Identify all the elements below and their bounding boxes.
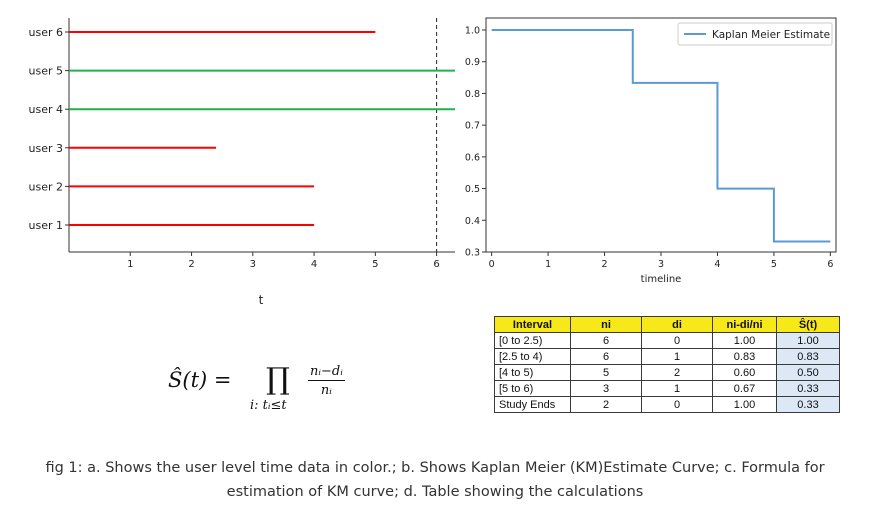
x-tick-label: 3 xyxy=(658,259,664,270)
formula-lhs: Ŝ(t) = xyxy=(168,368,232,392)
cell-ni: 5 xyxy=(570,364,642,381)
x-tick-label: 2 xyxy=(602,259,608,270)
cell-ni: 6 xyxy=(570,332,642,349)
user-label: user 3 xyxy=(29,142,64,155)
cell-ni: 2 xyxy=(570,396,642,413)
formula-numerator: nᵢ−dᵢ xyxy=(308,364,345,381)
x-tick-label: 5 xyxy=(771,259,777,270)
user-label: user 6 xyxy=(29,26,64,39)
formula-denominator: nᵢ xyxy=(320,383,332,398)
header-survival: Ŝ(t) xyxy=(776,316,840,333)
header-ratio: ni-di/ni xyxy=(712,316,777,333)
timeline-x-axis-label: t xyxy=(259,293,264,307)
x-tick-label: 5 xyxy=(372,259,378,270)
header-interval: Interval xyxy=(494,316,571,333)
formula-product-symbol: ∏ xyxy=(266,362,290,397)
formula-fraction: nᵢ−dᵢ nᵢ xyxy=(308,364,345,398)
km-calculation-table: Interval ni di ni-di/ni Ŝ(t) [0 to 2.5) … xyxy=(494,316,840,413)
table-header-row: Interval ni di ni-di/ni Ŝ(t) xyxy=(494,316,840,333)
km-plot-frame xyxy=(485,17,837,253)
cell-ni: 6 xyxy=(570,348,642,365)
user-label: user 2 xyxy=(29,180,64,193)
x-tick-label: 6 xyxy=(433,259,439,270)
cell-di: 0 xyxy=(641,332,713,349)
km-step-series xyxy=(491,29,831,243)
header-di: di xyxy=(641,316,713,333)
caption-line-2: estimation of KM curve; d. Table showing… xyxy=(226,484,644,500)
cell-interval: [0 to 2.5) xyxy=(494,332,571,349)
formula-subscript: i: tᵢ≤t xyxy=(250,398,287,413)
cell-di: 1 xyxy=(641,348,713,365)
table-row: Study Ends 2 0 1.00 0.33 xyxy=(494,396,840,413)
figure-caption: fig 1: a. Shows the user level time data… xyxy=(0,456,870,504)
km-formula: Ŝ(t) = ∏ i: tᵢ≤t nᵢ−dᵢ nᵢ xyxy=(168,360,398,430)
km-x-ticks: 0 1 2 3 4 5 6 xyxy=(489,252,833,270)
cell-ratio: 0.83 xyxy=(712,348,777,365)
table-row: [5 to 6) 3 1 0.67 0.33 xyxy=(494,380,840,397)
user-label: user 5 xyxy=(29,65,64,78)
legend-label: Kaplan Meier Estimate xyxy=(712,29,830,41)
km-x-axis-label: timeline xyxy=(641,274,682,285)
table-row: [0 to 2.5) 6 0 1.00 1.00 xyxy=(494,332,840,349)
x-tick-label: 4 xyxy=(311,259,317,270)
km-legend: Kaplan Meier Estimate xyxy=(677,22,833,46)
x-tick-label: 1 xyxy=(545,259,551,270)
cell-ratio: 1.00 xyxy=(712,332,777,349)
cell-survival: 0.50 xyxy=(776,364,840,381)
km-step-line xyxy=(491,29,831,243)
header-ni: ni xyxy=(570,316,642,333)
user-label: user 4 xyxy=(29,103,64,116)
x-tick-label: 1 xyxy=(127,259,133,270)
cell-ni: 3 xyxy=(570,380,642,397)
km-axes xyxy=(485,17,837,253)
user-timeline-chart: user 6 user 5 user 4 user 3 user 2 user 1 1 2 3… xyxy=(29,18,455,307)
x-tick-label: 0 xyxy=(489,259,495,270)
cell-survival: 0.33 xyxy=(776,380,840,397)
legend-box xyxy=(677,22,833,46)
caption-line-1: fig 1: a. Shows the user level time data… xyxy=(45,460,825,476)
user-lines xyxy=(69,31,455,226)
cell-interval: [2.5 to 4) xyxy=(494,348,571,365)
timeline-axes xyxy=(68,18,455,253)
x-tick-label: 2 xyxy=(188,259,194,270)
cell-survival: 0.33 xyxy=(776,396,840,413)
x-tick-label: 4 xyxy=(714,259,720,270)
cell-di: 0 xyxy=(641,396,713,413)
timeline-x-ticks: 1 2 3 4 5 6 xyxy=(127,252,440,270)
user-labels: user 6 user 5 user 4 user 3 user 2 user 1 xyxy=(29,26,69,232)
cell-survival: 1.00 xyxy=(776,332,840,349)
table-row: [2.5 to 4) 6 1 0.83 0.83 xyxy=(494,348,840,365)
cell-ratio: 1.00 xyxy=(712,396,777,413)
user-label: user 1 xyxy=(29,219,64,232)
cell-interval: [4 to 5) xyxy=(494,364,571,381)
x-tick-label: 3 xyxy=(250,259,256,270)
cell-di: 2 xyxy=(641,364,713,381)
cell-interval: [5 to 6) xyxy=(494,380,571,397)
cell-ratio: 0.67 xyxy=(712,380,777,397)
cell-interval: Study Ends xyxy=(494,396,571,413)
cell-di: 1 xyxy=(641,380,713,397)
x-tick-label: 6 xyxy=(827,259,833,270)
table-row: [4 to 5) 5 2 0.60 0.50 xyxy=(494,364,840,381)
cell-ratio: 0.60 xyxy=(712,364,777,381)
cell-survival: 0.83 xyxy=(776,348,840,365)
